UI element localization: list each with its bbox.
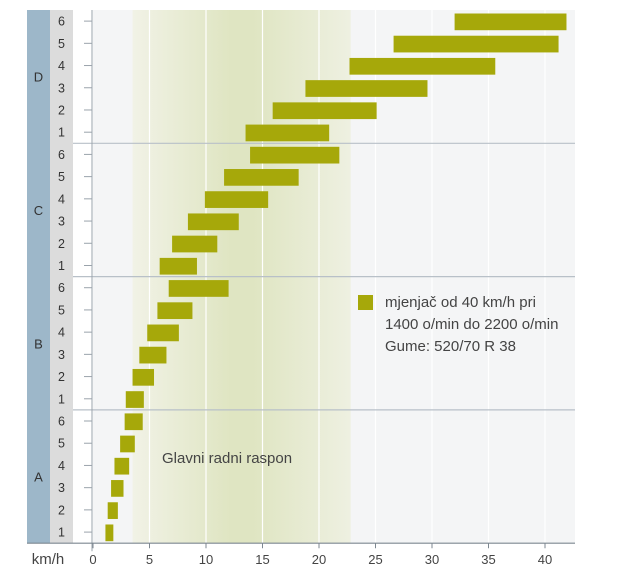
- gear-label-D-2: 2: [58, 103, 65, 117]
- gear-label-A-3: 3: [58, 481, 65, 495]
- gear-label-A-2: 2: [58, 503, 65, 517]
- gear-label-B-4: 4: [58, 326, 65, 340]
- bar-B-gear-4: [147, 324, 179, 342]
- main-range-label: Glavni radni raspon: [162, 450, 293, 467]
- gear-bars: [105, 13, 567, 542]
- bar-C-gear-5: [224, 169, 299, 186]
- legend-line-2: 1400 o/min do 2200 o/min: [385, 316, 559, 333]
- gear-label-D-4: 4: [58, 59, 65, 73]
- axis-strips: D 6 5 4 3 2 1 C 6 5 4 3 2 1 B 6 5 4 3 2 1 A 6 5 4 3 2 1: [27, 10, 93, 552]
- bar-C-gear-1: [159, 257, 197, 275]
- bar-B-gear-2: [132, 368, 155, 386]
- bar-C-gear-6: [250, 146, 340, 164]
- bar-D-gear-6: [454, 13, 567, 31]
- bar-A-gear-1: [105, 524, 114, 542]
- group-label-strip: [27, 10, 50, 544]
- gear-label-C-5: 5: [58, 170, 65, 184]
- bar-B-gear-3: [139, 346, 167, 364]
- bar-A-gear-2: [107, 502, 118, 519]
- x-tick-label-20: 20: [312, 552, 326, 567]
- gear-label-C-1: 1: [58, 259, 65, 273]
- gear-label-B-6: 6: [58, 281, 65, 295]
- gear-label-C-3: 3: [58, 215, 65, 229]
- gear-label-C-4: 4: [58, 192, 65, 206]
- bar-A-gear-6: [124, 413, 143, 431]
- gear-label-B-3: 3: [58, 348, 65, 362]
- legend-line-3: Gume: 520/70 R 38: [385, 338, 516, 355]
- gear-label-C-2: 2: [58, 237, 65, 251]
- bar-B-gear-6: [168, 280, 229, 297]
- bar-D-gear-3: [305, 80, 428, 97]
- bar-B-gear-1: [125, 391, 144, 408]
- bar-D-gear-1: [245, 124, 330, 142]
- bar-D-gear-4: [349, 57, 496, 75]
- x-tick-label-10: 10: [199, 552, 213, 567]
- x-unit-label: km/h: [32, 551, 65, 568]
- bar-D-gear-5: [393, 35, 559, 53]
- group-label-B: B: [34, 336, 43, 351]
- x-tick-label-30: 30: [425, 552, 439, 567]
- x-tick-label-15: 15: [255, 552, 269, 567]
- group-label-D: D: [34, 70, 43, 85]
- bar-C-gear-3: [187, 213, 239, 231]
- x-tick-label-0: 0: [89, 552, 96, 567]
- legend-line-1: mjenjač od 40 km/h pri: [385, 294, 536, 311]
- gear-label-B-2: 2: [58, 370, 65, 384]
- gear-label-A-4: 4: [58, 459, 65, 473]
- gear-label-A-5: 5: [58, 437, 65, 451]
- x-axis: km/h 0 5 10 15 20 25 30 35 40: [27, 542, 575, 568]
- x-tick-label-25: 25: [368, 552, 382, 567]
- gear-label-D-1: 1: [58, 126, 65, 140]
- bar-A-gear-5: [120, 435, 135, 453]
- legend-swatch: [358, 295, 373, 310]
- bar-C-gear-4: [204, 191, 269, 208]
- gear-label-C-6: 6: [58, 148, 65, 162]
- x-tick-label-5: 5: [146, 552, 153, 567]
- group-label-C: C: [34, 203, 43, 218]
- grid-lines: [27, 10, 575, 544]
- gear-label-D-3: 3: [58, 81, 65, 95]
- gear-label-strip: [50, 10, 73, 544]
- gear-label-D-5: 5: [58, 37, 65, 51]
- bar-C-gear-2: [172, 235, 218, 253]
- gear-label-B-5: 5: [58, 303, 65, 317]
- x-tick-label-40: 40: [538, 552, 552, 567]
- bar-D-gear-2: [272, 102, 377, 120]
- bar-A-gear-3: [111, 480, 124, 497]
- legend: mjenjač od 40 km/h pri 1400 o/min do 220…: [358, 292, 558, 358]
- gear-label-A-6: 6: [58, 415, 65, 429]
- bar-A-gear-4: [114, 457, 130, 475]
- x-tick-label-35: 35: [481, 552, 495, 567]
- bar-B-gear-5: [157, 302, 193, 320]
- gear-label-B-1: 1: [58, 392, 65, 406]
- gear-label-D-6: 6: [58, 15, 65, 29]
- gear-label-A-1: 1: [58, 526, 65, 540]
- group-label-A: A: [34, 470, 43, 485]
